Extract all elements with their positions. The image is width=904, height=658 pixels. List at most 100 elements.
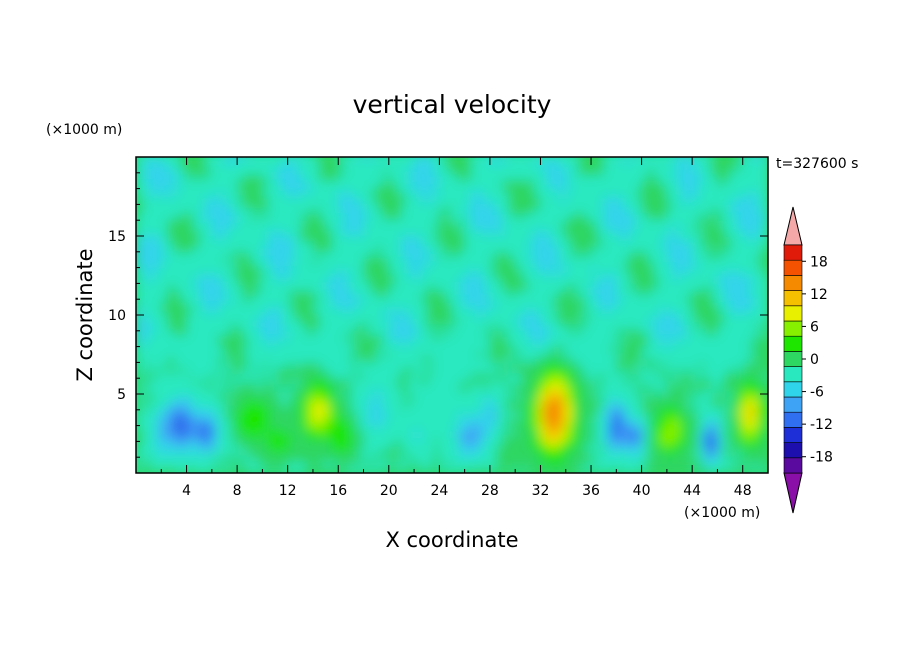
field-cell: [622, 334, 630, 341]
field-cell: [224, 445, 232, 452]
field-cell: [268, 157, 276, 164]
field-cell: [205, 235, 213, 242]
field-cell: [319, 345, 327, 352]
field-cell: [483, 190, 491, 198]
field-cell: [154, 229, 162, 236]
field-cell: [262, 240, 270, 247]
field-cell: [218, 207, 226, 214]
field-cell: [281, 168, 289, 175]
field-cell: [180, 218, 188, 225]
field-cell: [647, 257, 655, 264]
field-cell: [654, 207, 662, 214]
field-cell: [578, 163, 586, 170]
field-cell: [439, 284, 447, 292]
field-cell: [401, 157, 409, 164]
field-cell: [306, 218, 314, 225]
field-cell: [338, 224, 346, 231]
field-cell: [679, 456, 687, 463]
field-cell: [515, 157, 523, 164]
field-cell: [148, 406, 156, 413]
field-cell: [572, 434, 579, 441]
field-cell: [565, 179, 573, 187]
field-cell: [243, 367, 251, 375]
field-cell: [464, 168, 472, 175]
field-cell: [281, 213, 289, 220]
field-cell: [173, 185, 181, 192]
field-cell: [508, 439, 516, 446]
field-cell: [312, 257, 320, 264]
field-cell: [211, 168, 219, 175]
field-cell: [243, 401, 251, 408]
field-cell: [527, 445, 535, 452]
field-cell: [300, 257, 308, 264]
field-cell: [331, 456, 339, 463]
field-cell: [489, 190, 497, 198]
field-cell: [660, 434, 668, 441]
field-cell: [262, 224, 270, 231]
field-cell: [243, 207, 251, 214]
field-cell: [527, 345, 535, 352]
field-cell: [647, 301, 655, 308]
field-cell: [464, 235, 472, 242]
field-cell: [136, 456, 143, 463]
field-cell: [173, 312, 181, 319]
field-cell: [376, 207, 384, 214]
field-cell: [325, 450, 333, 458]
field-cell: [256, 367, 263, 375]
field-cell: [622, 434, 630, 441]
field-cell: [249, 284, 257, 292]
field-cell: [287, 284, 295, 292]
field-cell: [294, 334, 301, 341]
field-cell: [559, 268, 567, 275]
field-cell: [610, 257, 617, 264]
field-cell: [173, 329, 181, 336]
field-cell: [647, 179, 655, 187]
field-cell: [426, 224, 434, 231]
field-cell: [426, 229, 434, 236]
field-cell: [167, 179, 175, 187]
field-cell: [268, 329, 276, 336]
field-cell: [388, 251, 396, 258]
field-cell: [616, 262, 624, 269]
field-cell: [603, 279, 611, 286]
field-cell: [540, 356, 548, 363]
field-cell: [331, 323, 339, 330]
field-cell: [470, 461, 478, 469]
field-cell: [464, 456, 472, 463]
field-cell: [452, 312, 459, 319]
field-cell: [256, 461, 263, 469]
field-cell: [470, 401, 478, 408]
field-cell: [249, 395, 257, 402]
field-cell: [281, 323, 289, 330]
field-cell: [603, 423, 611, 430]
field-cell: [515, 279, 523, 286]
field-cell: [572, 307, 579, 314]
field-cell: [401, 268, 409, 275]
field-cell: [338, 179, 346, 187]
field-cell: [477, 262, 485, 269]
field-cell: [420, 434, 428, 441]
field-cell: [192, 323, 200, 330]
field-cell: [300, 174, 308, 181]
field-cell: [452, 307, 459, 314]
field-cell: [281, 395, 289, 402]
field-cell: [376, 202, 384, 209]
field-cell: [363, 235, 371, 242]
field-cell: [572, 268, 579, 275]
field-cell: [376, 390, 384, 397]
field-cell: [325, 318, 333, 325]
field-cell: [268, 279, 276, 286]
field-cell: [192, 268, 200, 275]
field-cell: [401, 202, 409, 209]
field-cell: [395, 213, 403, 220]
field-cell: [338, 367, 346, 375]
field-cell: [161, 163, 169, 170]
field-cell: [445, 417, 453, 424]
field-cell: [439, 312, 447, 319]
field-cell: [470, 202, 478, 209]
field-cell: [584, 384, 592, 391]
field-cell: [154, 423, 162, 430]
field-cell: [508, 378, 516, 386]
field-cell: [205, 329, 213, 336]
field-cell: [148, 174, 156, 181]
